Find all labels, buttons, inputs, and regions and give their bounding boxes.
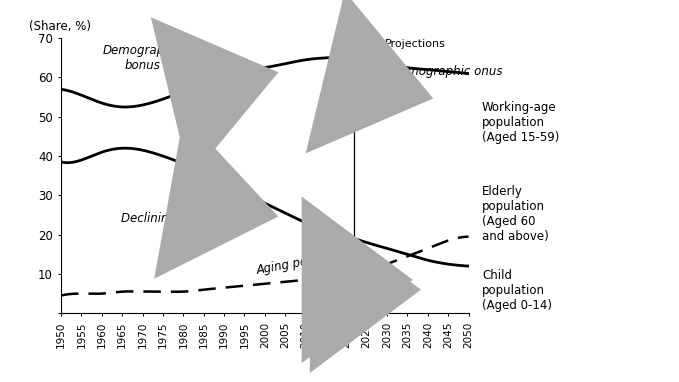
Text: Demographic onus: Demographic onus <box>391 65 502 78</box>
Text: Projections: Projections <box>385 39 446 49</box>
Text: Aging population: Aging population <box>255 247 356 277</box>
Text: Child
population
(Aged 0-14): Child population (Aged 0-14) <box>482 269 552 312</box>
Text: Elderly
population
(Aged 60
and above): Elderly population (Aged 60 and above) <box>482 185 549 243</box>
Text: Declining fertility: Declining fertility <box>121 212 221 225</box>
Text: Working-age
population
(Aged 15-59): Working-age population (Aged 15-59) <box>482 101 559 144</box>
Text: Demographic
bonus: Demographic bonus <box>103 44 182 72</box>
Text: (Share, %): (Share, %) <box>29 20 90 33</box>
